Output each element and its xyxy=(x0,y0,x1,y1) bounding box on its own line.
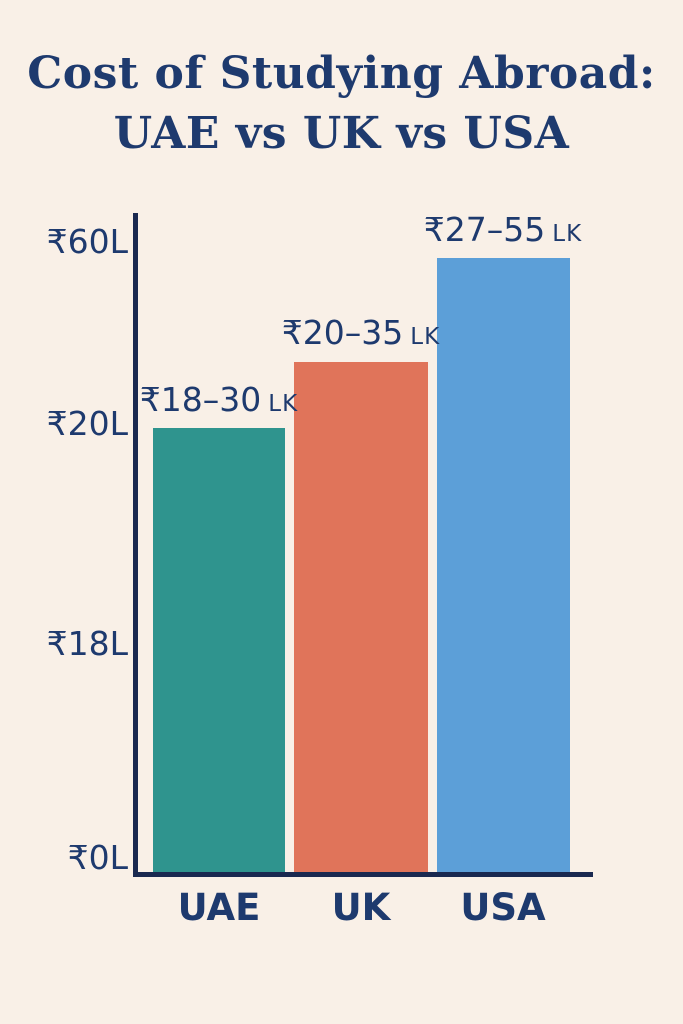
value-range-uae: ₹18–30 xyxy=(139,380,262,419)
chart-title-line2: UAE vs UK vs USA xyxy=(113,108,570,159)
chart-title: Cost of Studying Abroad: UAE vs UK vs US… xyxy=(0,44,683,164)
value-unit-uae: LK xyxy=(268,391,299,417)
bar-usa xyxy=(437,258,570,872)
value-label-uk: ₹20–35 LK xyxy=(261,316,461,354)
x-tick-uae: UAE xyxy=(177,886,261,929)
y-axis-line xyxy=(133,213,138,877)
value-unit-usa: LK xyxy=(552,221,583,247)
chart-title-line1: Cost of Studying Abroad: xyxy=(27,48,656,99)
y-tick-0l: ₹0L xyxy=(67,838,128,877)
x-tick-usa: USA xyxy=(460,886,546,929)
x-axis-line xyxy=(133,872,593,877)
value-label-uae: ₹18–30 LK xyxy=(119,383,319,421)
bar-uk xyxy=(294,362,428,872)
y-tick-20l: ₹20L xyxy=(46,404,128,443)
value-label-usa: ₹27–55 LK xyxy=(403,213,603,251)
bar-uae xyxy=(153,428,285,872)
y-tick-60l: ₹60L xyxy=(46,222,128,261)
value-range-uk: ₹20–35 xyxy=(281,313,404,352)
x-tick-uk: UK xyxy=(331,886,391,929)
y-tick-18l: ₹18L xyxy=(46,624,128,663)
value-unit-uk: LK xyxy=(410,324,441,350)
value-range-usa: ₹27–55 xyxy=(423,210,546,249)
